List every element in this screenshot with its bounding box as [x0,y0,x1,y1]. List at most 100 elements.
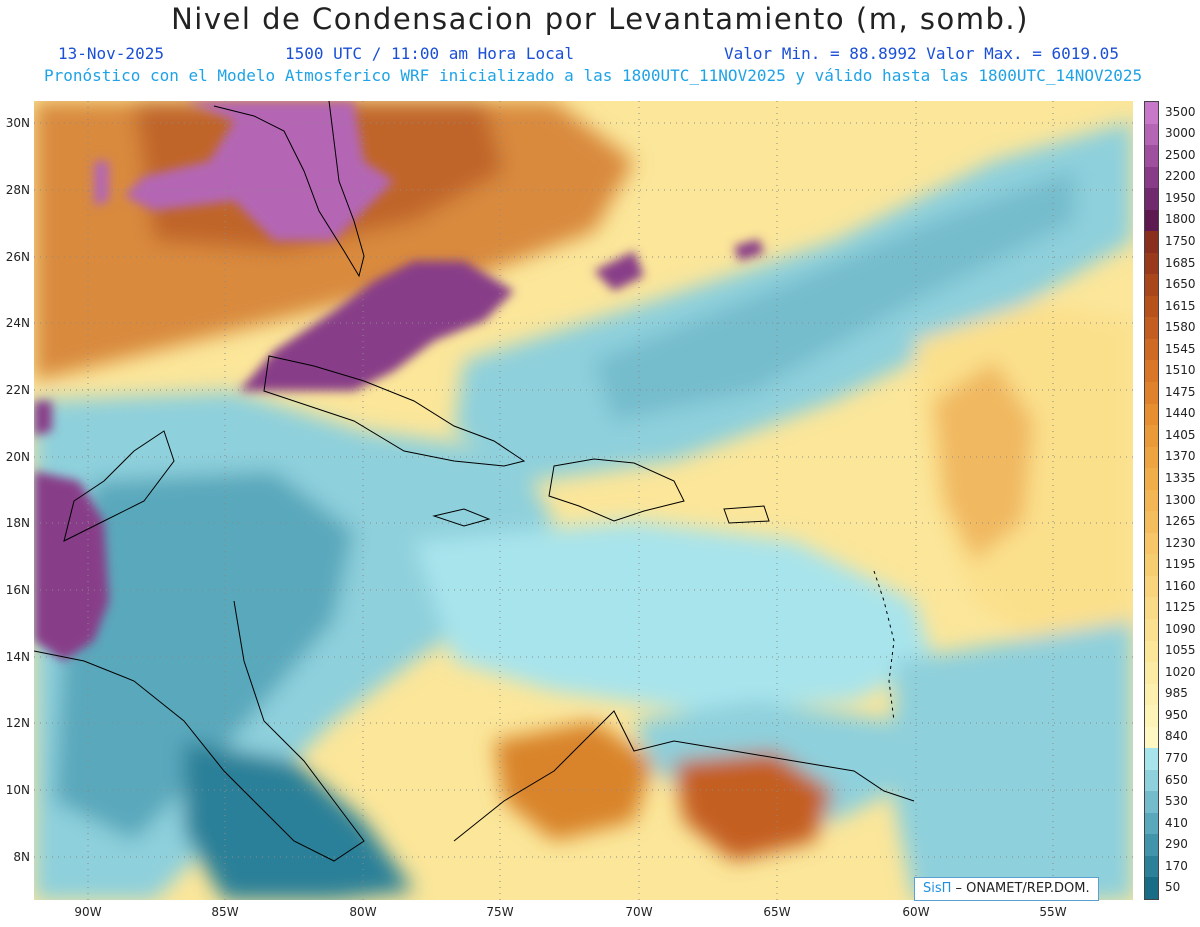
colorbar-segment [1145,145,1158,168]
colorbar-segment [1145,726,1158,749]
colorbar-label: 1650 [1165,277,1196,292]
map-title: Nivel de Condensacion por Levantamiento … [171,2,1029,36]
colorbar-label: 1615 [1165,298,1196,313]
colorbar-label: 1265 [1165,514,1196,529]
lat-label-14n: 14N [5,650,30,664]
model-info: Pronóstico con el Modelo Atmosferico WRF… [44,66,1143,85]
lat-label-12n: 12N [5,716,30,730]
colorbar-label: 530 [1165,794,1188,809]
field-cool-caribbean [414,521,934,711]
colorbar-segment [1145,188,1158,211]
colorbar-segment [1145,295,1158,318]
lat-label-26n: 26N [5,250,30,264]
patch-small-purple [594,239,764,291]
cuba-coast [263,355,526,467]
colorbar-segment [1145,468,1158,491]
patch-gulf-purple [94,161,109,206]
field-cool-west-core [54,471,354,841]
south-america-coast [453,710,915,842]
colorbar-label: 1475 [1165,384,1196,399]
colorbar-segment [1145,102,1158,124]
lat-label-8n: 8N [13,850,30,864]
colorbar-label: 985 [1165,686,1188,701]
colorbar-segment [1145,403,1158,426]
colorbar-label: 1750 [1165,234,1196,248]
colorbar-segment [1145,123,1158,146]
lon-label-85w: 85W [211,905,239,919]
colorbar-segment [1145,274,1158,297]
colorbar [1144,101,1159,900]
lat-label-22n: 22N [5,383,30,397]
colorbar-segment [1145,640,1158,663]
colorbar-label: 650 [1165,772,1188,787]
colorbar-segment [1145,834,1158,857]
colorbar-segment [1145,511,1158,534]
colorbar-label: 1685 [1165,255,1196,270]
colorbar-label: 1950 [1165,190,1196,205]
colorbar-label: 290 [1165,837,1188,852]
colorbar-segment [1145,166,1158,189]
colorbar-segment [1145,618,1158,641]
map-panel [34,101,1133,900]
lon-label-75w: 75W [486,905,514,919]
colorbar-label: 170 [1165,858,1188,873]
colorbar-label: 840 [1165,729,1188,744]
colorbar-segment [1145,855,1158,878]
colorbar-label: 1545 [1165,341,1196,356]
colorbar-label: 1300 [1165,492,1196,507]
colorbar-label: 3000 [1165,126,1196,141]
colorbar-segment [1145,791,1158,814]
lon-label-55w: 55W [1039,905,1067,919]
lat-label-16n: 16N [5,583,30,597]
colorbar-label: 1510 [1165,363,1196,378]
forecast-time: 1500 UTC / 11:00 am Hora Local [285,44,574,63]
colorbar-segment [1145,532,1158,555]
lat-label-20n: 20N [5,450,30,464]
colorbar-segment [1145,446,1158,469]
colorbar-label: 1440 [1165,406,1196,421]
lat-label-18n: 18N [5,516,30,530]
colorbar-label: 1405 [1165,427,1196,442]
colorbar-segment [1145,748,1158,771]
colorbar-label: 1055 [1165,643,1196,658]
colorbar-segment [1145,425,1158,448]
colorbar-label: 2200 [1165,169,1196,184]
colorbar-label: 1125 [1165,600,1196,615]
colorbar-segment [1145,317,1158,340]
field-warm-venezuela-east [674,751,834,861]
colorbar-segment [1145,382,1158,405]
colorbar-segment [1145,597,1158,620]
florida-coast [213,101,365,278]
lesser-antilles [873,570,895,722]
yucatan-coast [63,430,175,542]
colorbar-segment [1145,338,1158,361]
lat-label-24n: 24N [5,316,30,330]
jamaica-coast [432,508,491,527]
puerto-rico-coast [723,505,770,524]
colorbar-label: 1370 [1165,449,1196,464]
central-america-coast [34,600,365,862]
colorbar-segment [1145,489,1158,512]
colorbar-segment [1145,705,1158,728]
colorbar-segment [1145,360,1158,383]
patch-yucatan-purple [34,401,109,661]
colorbar-segment [1145,575,1158,598]
lon-label-90w: 90W [74,905,102,919]
colorbar-segment [1145,683,1158,706]
field-warm-venezuela-west [494,721,654,841]
credit-brand: SisΠ [923,881,952,896]
colorbar-segment [1145,252,1158,275]
colorbar-label: 1160 [1165,578,1196,593]
lat-label-10n: 10N [5,783,30,797]
lon-label-80w: 80W [349,905,377,919]
field-warm-east-core [934,361,1034,561]
colorbar-segment [1145,554,1158,577]
colorbar-segment [1145,231,1158,254]
credit-text: – ONAMET/REP.DOM. [951,881,1090,896]
colorbar-label: 3500 [1165,104,1196,119]
patch-florida-purple [124,101,394,241]
colorbar-segment [1145,877,1158,900]
lat-label-28n: 28N [5,183,30,197]
colorbar-label: 410 [1165,815,1188,830]
lon-label-70w: 70W [625,905,653,919]
